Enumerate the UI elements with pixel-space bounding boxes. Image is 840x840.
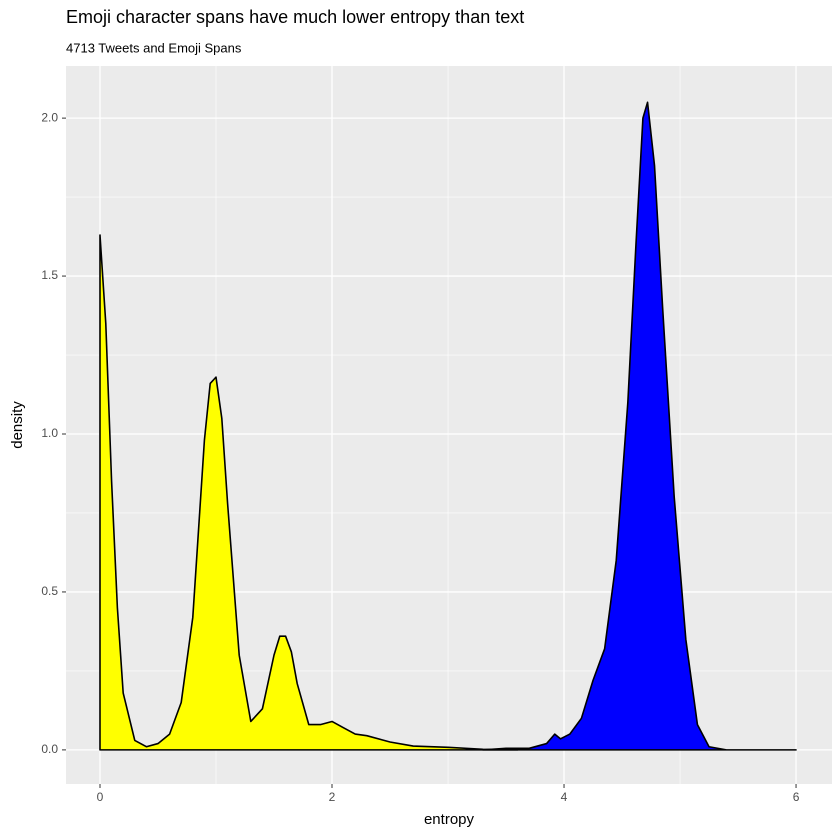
y-tick-label: 2.0 (41, 110, 58, 124)
x-axis-label: entropy (424, 811, 475, 828)
density-area (99, 234, 519, 751)
y-axis-label: density (9, 401, 26, 449)
density-area (482, 101, 797, 751)
y-tick-label: 0.0 (41, 742, 58, 756)
y-tick-label: 1.5 (41, 268, 58, 282)
x-tick-label: 6 (793, 790, 800, 804)
x-tick-label: 0 (97, 790, 104, 804)
x-tick-label: 2 (329, 790, 336, 804)
x-tick-label: 4 (561, 790, 568, 804)
chart-subtitle: 4713 Tweets and Emoji Spans (66, 40, 242, 55)
y-tick-label: 0.5 (41, 584, 58, 598)
chart-title: Emoji character spans have much lower en… (66, 7, 524, 27)
y-tick-label: 1.0 (41, 426, 58, 440)
plot-panel (66, 66, 832, 784)
